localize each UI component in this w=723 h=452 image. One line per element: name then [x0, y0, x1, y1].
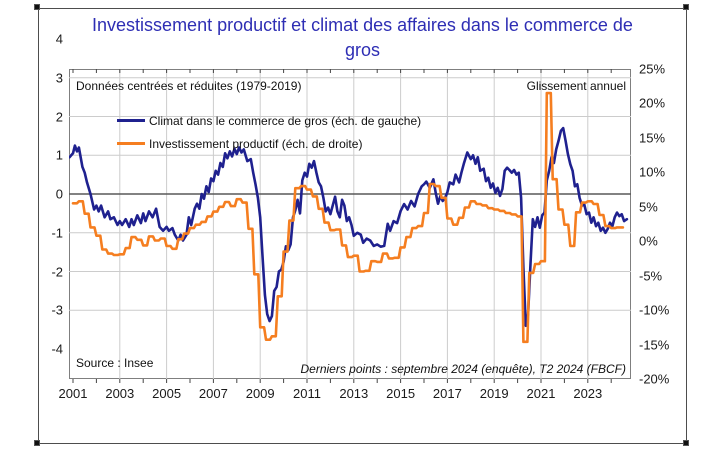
x-axis-tick-label: 2023	[573, 386, 603, 401]
right-axis-tick-label: 10%	[639, 164, 666, 180]
right-axis-tick-label: -20%	[639, 371, 670, 387]
left-axis-tick-label: 1	[55, 147, 63, 163]
right-axis-tick-label: 15%	[639, 130, 666, 146]
x-axis-tick-label: 2007	[198, 386, 228, 401]
annotation-right-axis-note: Glissement annuel	[526, 79, 626, 93]
x-axis-tick-label: 2021	[526, 386, 556, 401]
legend-item-investissement: Investissement productif (éch. de droite…	[117, 132, 421, 155]
legend-label-climat: Climat dans le commerce de gros (éch. de…	[149, 113, 422, 128]
chart-object[interactable]: Investissement productif et climat des a…	[38, 8, 687, 444]
x-axis-tick-label: 2009	[245, 386, 275, 401]
left-axis-tick-label: 4	[55, 31, 63, 47]
x-axis-tick-label: 2015	[386, 386, 416, 401]
right-axis-tick-label: -10%	[639, 302, 670, 318]
chart-title: Investissement productif et climat des a…	[92, 15, 633, 60]
annotation-data-note: Données centrées et réduites (1979-2019)	[76, 79, 302, 93]
x-axis-tick-label: 2019	[479, 386, 509, 401]
right-axis-tick-label: 0%	[639, 233, 658, 249]
left-axis-tick-label: 2	[55, 109, 63, 124]
series-climat	[69, 126, 629, 328]
right-axis-tick-label: 5%	[639, 199, 658, 215]
right-axis-tick-label: -5%	[639, 268, 663, 284]
left-axis-tick-label: -2	[51, 264, 63, 279]
left-axis-tick-label: -3	[51, 302, 63, 318]
right-axis-tick-label: 25%	[639, 61, 666, 77]
selection-handle-bottom-left[interactable]	[34, 440, 40, 446]
right-axis-tick-label: 20%	[639, 95, 666, 111]
left-axis-tick-label: -4	[51, 341, 63, 357]
annotation-last-points: Derniers points : septembre 2024 (enquêt…	[300, 362, 627, 376]
left-axis-tick-label: 3	[55, 70, 63, 86]
series-investissement	[71, 91, 625, 344]
right-axis-tick-label: -15%	[639, 337, 670, 353]
selection-handle-top-right[interactable]	[683, 4, 689, 10]
legend-item-climat: Climat dans le commerce de gros (éch. de…	[117, 109, 421, 132]
chart-canvas	[69, 69, 631, 383]
annotation-source: Source : Insee	[76, 356, 154, 370]
legend-swatch-investissement	[117, 142, 145, 145]
x-axis-tick-label: 2013	[339, 386, 369, 401]
x-axis-tick-label: 2011	[293, 386, 321, 401]
x-axis-tick-label: 2003	[105, 386, 135, 401]
left-axis-tick-label: -1	[51, 225, 63, 241]
left-axis-tick-label: 0	[55, 186, 63, 202]
x-axis-tick-label: 2017	[432, 386, 462, 401]
x-axis-tick-label: 2005	[152, 386, 182, 401]
legend-swatch-climat	[117, 119, 145, 122]
selection-handle-top-left[interactable]	[34, 4, 40, 10]
legend: Climat dans le commerce de gros (éch. de…	[117, 109, 421, 155]
x-axis-tick-label: 2001	[58, 386, 88, 401]
selection-handle-bottom-right[interactable]	[683, 440, 689, 446]
legend-label-investissement: Investissement productif (éch. de droite…	[149, 136, 363, 151]
